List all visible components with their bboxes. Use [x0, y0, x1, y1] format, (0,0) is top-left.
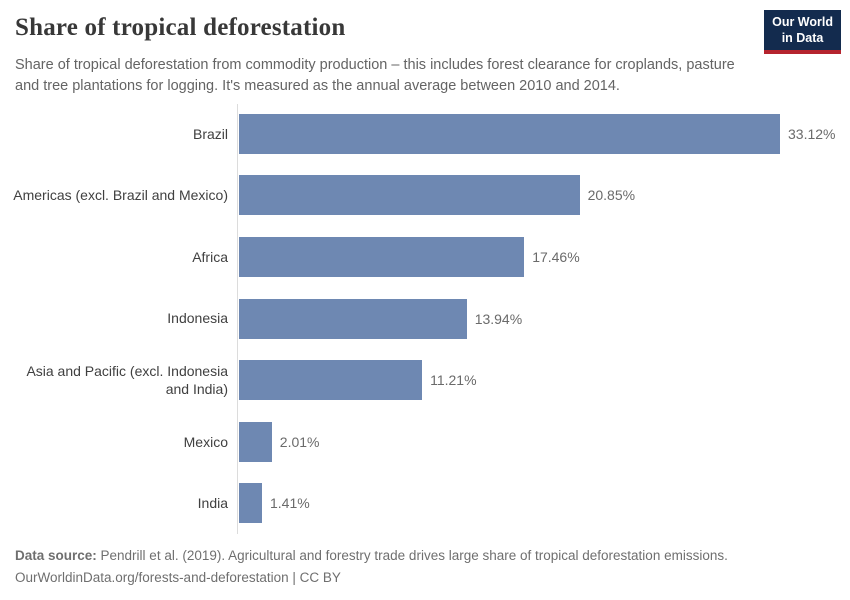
bar-row: Asia and Pacific (excl. Indonesia and In…	[0, 349, 850, 411]
data-source-text: Pendrill et al. (2019). Agricultural and…	[96, 548, 728, 563]
category-label: Indonesia	[167, 310, 228, 327]
category-label: Brazil	[192, 125, 228, 142]
category-label: Africa	[192, 248, 228, 265]
chart-footer: Data source: Pendrill et al. (2019). Agr…	[15, 545, 835, 590]
bar[interactable]	[239, 236, 525, 277]
bar-wrap: 1.41%	[239, 483, 310, 524]
data-source-label: Data source:	[15, 548, 97, 563]
bar-wrap: 33.12%	[239, 113, 836, 154]
value-label: 17.46%	[532, 248, 580, 265]
page-title: Share of tropical deforestation	[15, 14, 346, 41]
owid-logo[interactable]: Our World in Data	[764, 10, 841, 55]
bar-wrap: 20.85%	[239, 175, 636, 216]
bar[interactable]	[239, 175, 580, 216]
bar-chart: Brazil 33.12% Americas (excl. Brazil and M…	[0, 103, 850, 534]
bar[interactable]	[239, 113, 780, 154]
value-label: 33.12%	[788, 125, 836, 142]
value-label: 11.21%	[430, 372, 477, 389]
category-label: Americas (excl. Brazil and Mexico)	[13, 187, 228, 204]
bar[interactable]	[239, 483, 262, 524]
y-axis-line	[237, 104, 238, 534]
owid-logo-line1: Our World	[772, 15, 833, 29]
category-label: Asia and Pacific (excl. Indonesia and In…	[26, 362, 228, 398]
bar-wrap: 17.46%	[239, 236, 580, 277]
bar-row: Africa 17.46%	[0, 226, 850, 288]
bar-row: Americas (excl. Brazil and Mexico) 20.85%	[0, 165, 850, 227]
bar-wrap: 13.94%	[239, 298, 523, 339]
data-source-line: Data source: Pendrill et al. (2019). Agr…	[15, 545, 835, 567]
bar-wrap: 2.01%	[239, 421, 320, 462]
bar-row: Brazil 33.12%	[0, 103, 850, 165]
bar[interactable]	[239, 298, 467, 339]
owid-url-line[interactable]: OurWorldinData.org/forests-and-deforesta…	[15, 570, 341, 586]
value-label: 13.94%	[474, 310, 523, 327]
value-label: 20.85%	[587, 187, 636, 204]
category-label: Mexico	[183, 433, 228, 450]
owid-logo-line2: in Data	[781, 30, 824, 45]
bar[interactable]	[239, 360, 423, 401]
chart-rows: Brazil 33.12% Americas (excl. Brazil and M…	[0, 103, 850, 534]
bar-wrap: 11.21%	[239, 360, 477, 401]
bar-row: India 1.41%	[0, 472, 850, 534]
value-label: 2.01%	[279, 433, 320, 450]
bar-row: Mexico 2.01%	[0, 411, 850, 473]
category-label: India	[197, 495, 228, 512]
bar[interactable]	[239, 421, 272, 462]
bar-row: Indonesia 13.94%	[0, 288, 850, 350]
value-label: 1.41%	[270, 495, 310, 512]
chart-subtitle: Share of tropical deforestation from com…	[15, 57, 735, 95]
